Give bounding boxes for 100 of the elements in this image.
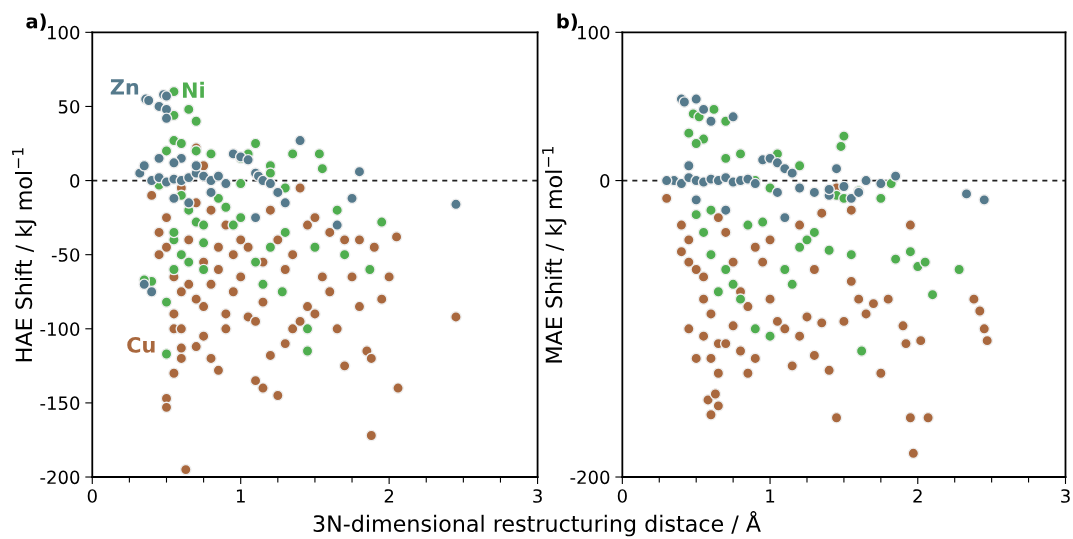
y-tick-label: 0 bbox=[600, 174, 610, 188]
point bbox=[749, 322, 762, 335]
point bbox=[734, 293, 747, 305]
point bbox=[138, 278, 151, 291]
point bbox=[313, 148, 326, 160]
point bbox=[331, 204, 344, 217]
point bbox=[197, 219, 210, 231]
point bbox=[904, 245, 917, 258]
point bbox=[860, 174, 872, 187]
x-tick-label: 1 bbox=[236, 489, 245, 503]
y-tick-label: 0 bbox=[70, 174, 80, 188]
point bbox=[197, 263, 210, 276]
point bbox=[778, 263, 791, 276]
x-tick-label: 3 bbox=[533, 489, 542, 503]
point bbox=[808, 226, 821, 239]
point bbox=[346, 192, 358, 205]
point bbox=[712, 285, 725, 298]
point bbox=[830, 162, 843, 175]
point bbox=[978, 193, 991, 206]
y-tick-label: -200 bbox=[40, 470, 80, 485]
point bbox=[756, 216, 769, 228]
point bbox=[234, 177, 247, 190]
point bbox=[823, 244, 835, 257]
point bbox=[838, 130, 850, 142]
point bbox=[301, 345, 314, 357]
point bbox=[719, 204, 732, 217]
point bbox=[190, 115, 203, 128]
point bbox=[823, 183, 835, 196]
point bbox=[960, 188, 973, 200]
point bbox=[926, 288, 939, 301]
point bbox=[889, 253, 902, 265]
series-label: Cu bbox=[127, 337, 155, 353]
point bbox=[690, 93, 703, 105]
point bbox=[855, 345, 868, 357]
point bbox=[764, 330, 776, 343]
point bbox=[808, 186, 821, 199]
point bbox=[690, 193, 703, 206]
point bbox=[301, 322, 314, 335]
point bbox=[697, 226, 710, 239]
point bbox=[778, 211, 791, 224]
point bbox=[264, 177, 277, 190]
point bbox=[690, 208, 703, 221]
point bbox=[793, 182, 806, 194]
point bbox=[338, 248, 351, 261]
point bbox=[205, 186, 217, 199]
point bbox=[153, 152, 165, 165]
point bbox=[197, 236, 210, 249]
point bbox=[249, 211, 262, 224]
point bbox=[364, 263, 376, 276]
point bbox=[705, 204, 717, 217]
point bbox=[705, 115, 717, 128]
series-label: Zn bbox=[110, 79, 139, 95]
point bbox=[168, 156, 180, 169]
point bbox=[919, 256, 932, 268]
point bbox=[220, 177, 232, 190]
point bbox=[450, 198, 462, 211]
point bbox=[353, 165, 366, 178]
x-tick-label: 0 bbox=[87, 489, 97, 503]
point bbox=[205, 148, 217, 160]
point bbox=[727, 278, 739, 291]
point bbox=[793, 241, 806, 254]
x-tick-label: 2 bbox=[913, 489, 922, 503]
y-tick-label: 50 bbox=[58, 99, 80, 114]
point bbox=[690, 137, 703, 150]
series-label: Ni bbox=[182, 81, 204, 98]
x-tick-label: 2 bbox=[384, 489, 394, 503]
point bbox=[182, 196, 195, 209]
point bbox=[276, 285, 289, 298]
point bbox=[953, 263, 965, 276]
point bbox=[182, 256, 195, 268]
point bbox=[742, 219, 754, 231]
point bbox=[309, 241, 321, 254]
point bbox=[838, 180, 850, 193]
point bbox=[249, 256, 262, 268]
y-tick-label: -150 bbox=[40, 396, 80, 411]
point bbox=[786, 278, 799, 291]
point bbox=[279, 196, 292, 209]
point bbox=[138, 159, 151, 172]
point bbox=[286, 148, 299, 160]
point bbox=[175, 248, 188, 261]
point bbox=[212, 170, 225, 182]
point bbox=[719, 152, 732, 165]
point bbox=[234, 211, 247, 224]
point bbox=[190, 159, 203, 172]
point bbox=[279, 226, 292, 239]
point bbox=[375, 216, 388, 228]
point bbox=[682, 127, 695, 139]
point bbox=[660, 174, 673, 187]
point bbox=[160, 296, 173, 308]
point bbox=[719, 263, 732, 276]
y-tick-label: 100 bbox=[47, 25, 80, 40]
point bbox=[257, 278, 269, 291]
point bbox=[249, 137, 262, 150]
point bbox=[697, 103, 710, 116]
point bbox=[734, 148, 747, 160]
y-axis-title: HAE Shift / kJ mol$^{−1}$ bbox=[12, 148, 37, 362]
point bbox=[874, 177, 887, 190]
y-tick-label: -200 bbox=[570, 470, 610, 485]
point bbox=[264, 167, 277, 179]
point bbox=[845, 248, 858, 261]
